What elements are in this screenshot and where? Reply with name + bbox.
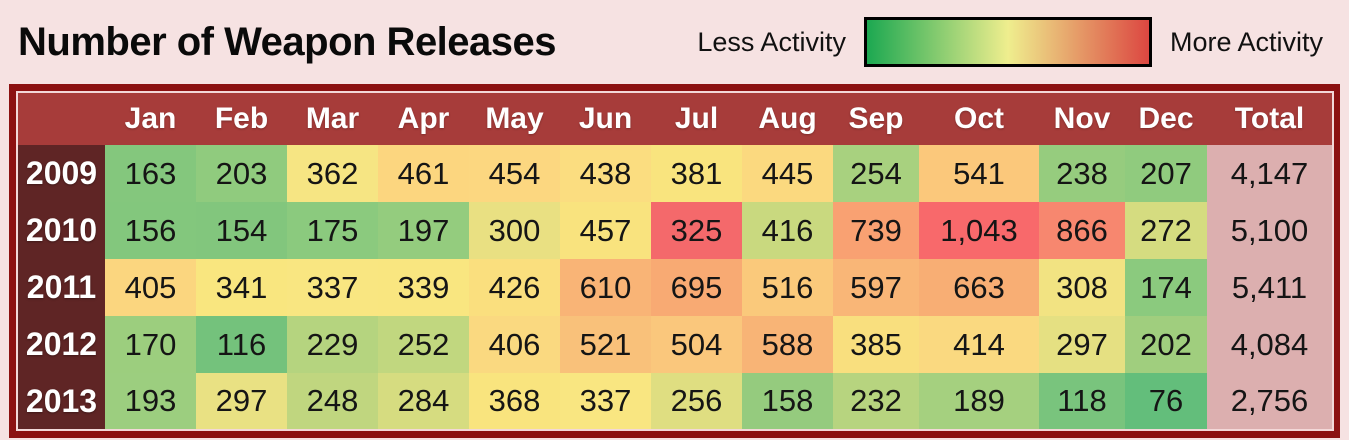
heatmap-cell-2010-jun: 457 — [560, 202, 651, 259]
column-header-oct: Oct — [919, 92, 1039, 145]
heatmap-cell-2013-feb: 297 — [196, 373, 287, 430]
heatmap-cell-2009-mar: 362 — [287, 145, 378, 202]
heatmap-cell-2010-oct: 1,043 — [919, 202, 1039, 259]
column-header-nov: Nov — [1039, 92, 1125, 145]
column-header-mar: Mar — [287, 92, 378, 145]
heatmap-cell-2012-oct: 414 — [919, 316, 1039, 373]
heatmap-row-2013: 2013 193 297 248 284 368 337 256 158 232 189 118 76 2… — [17, 373, 1333, 430]
heatmap-cell-2012-feb: 116 — [196, 316, 287, 373]
heatmap-cell-2011-jun: 610 — [560, 259, 651, 316]
column-header-jul: Jul — [651, 92, 742, 145]
heatmap-cell-2010-jan: 156 — [105, 202, 196, 259]
heatmap-cell-2011-sep: 597 — [833, 259, 919, 316]
heatmap-cell-2011-jul: 695 — [651, 259, 742, 316]
legend-less-label: Less Activity — [697, 26, 846, 57]
page-title: Number of Weapon Releases — [18, 19, 557, 64]
heatmap-cell-2009-sep: 254 — [833, 145, 919, 202]
heatmap-cell-2009-dec: 207 — [1125, 145, 1207, 202]
heatmap-cell-2013-may: 368 — [469, 373, 560, 430]
year-label-2010: 2010 — [17, 202, 105, 259]
heatmap-cell-2011-oct: 663 — [919, 259, 1039, 316]
heatmap-table-frame: Jan Feb Mar Apr May Jun Jul Aug Sep Oct Nov Dec Tota… — [9, 84, 1340, 438]
heatmap-cell-2011-feb: 341 — [196, 259, 287, 316]
heatmap-cell-2013-oct: 189 — [919, 373, 1039, 430]
header-bar: Number of Weapon Releases Less Activity … — [0, 0, 1349, 84]
corner-cell — [17, 92, 105, 145]
total-cell-2012: 4,084 — [1207, 316, 1333, 373]
heatmap-cell-2013-aug: 158 — [742, 373, 833, 430]
year-label-2011: 2011 — [17, 259, 105, 316]
heatmap-cell-2013-nov: 118 — [1039, 373, 1125, 430]
heatmap-header-row: Jan Feb Mar Apr May Jun Jul Aug Sep Oct Nov Dec Tota… — [17, 92, 1333, 145]
heatmap-cell-2009-apr: 461 — [378, 145, 469, 202]
heatmap-cell-2010-apr: 197 — [378, 202, 469, 259]
heatmap-cell-2009-oct: 541 — [919, 145, 1039, 202]
column-header-may: May — [469, 92, 560, 145]
heatmap-cell-2012-apr: 252 — [378, 316, 469, 373]
heatmap-cell-2009-nov: 238 — [1039, 145, 1125, 202]
heatmap-cell-2010-mar: 175 — [287, 202, 378, 259]
heatmap-cell-2010-may: 300 — [469, 202, 560, 259]
heatmap-row-2010: 2010 156 154 175 197 300 457 325 416 739 1,043 866 2… — [17, 202, 1333, 259]
column-header-aug: Aug — [742, 92, 833, 145]
heatmap-cell-2009-aug: 445 — [742, 145, 833, 202]
activity-legend: Less Activity More Activity — [697, 17, 1323, 67]
heatmap-cell-2012-mar: 229 — [287, 316, 378, 373]
heatmap-cell-2011-dec: 174 — [1125, 259, 1207, 316]
heatmap-cell-2010-aug: 416 — [742, 202, 833, 259]
heatmap-cell-2011-may: 426 — [469, 259, 560, 316]
legend-more-label: More Activity — [1169, 26, 1323, 57]
year-label-2013: 2013 — [17, 373, 105, 430]
column-header-apr: Apr — [378, 92, 469, 145]
heatmap-cell-2010-jul: 325 — [651, 202, 742, 259]
heatmap-cell-2013-jun: 337 — [560, 373, 651, 430]
year-label-2012: 2012 — [17, 316, 105, 373]
column-header-dec: Dec — [1125, 92, 1207, 145]
column-header-sep: Sep — [833, 92, 919, 145]
total-cell-2009: 4,147 — [1207, 145, 1333, 202]
heatmap-cell-2010-nov: 866 — [1039, 202, 1125, 259]
heatmap-cell-2011-apr: 339 — [378, 259, 469, 316]
heatmap-table: Jan Feb Mar Apr May Jun Jul Aug Sep Oct Nov Dec Tota… — [16, 91, 1334, 431]
heatmap-cell-2010-feb: 154 — [196, 202, 287, 259]
heatmap-cell-2012-jul: 504 — [651, 316, 742, 373]
heatmap-cell-2009-jan: 163 — [105, 145, 196, 202]
column-header-jan: Jan — [105, 92, 196, 145]
heatmap-cell-2011-jan: 405 — [105, 259, 196, 316]
heatmap-cell-2012-dec: 202 — [1125, 316, 1207, 373]
total-cell-2011: 5,411 — [1207, 259, 1333, 316]
heatmap-cell-2012-aug: 588 — [742, 316, 833, 373]
heatmap-row-2011: 2011 405 341 337 339 426 610 695 516 597 663 308 174… — [17, 259, 1333, 316]
column-header-jun: Jun — [560, 92, 651, 145]
heatmap-cell-2010-dec: 272 — [1125, 202, 1207, 259]
heatmap-cell-2013-jan: 193 — [105, 373, 196, 430]
heatmap-cell-2011-nov: 308 — [1039, 259, 1125, 316]
heatmap-cell-2013-sep: 232 — [833, 373, 919, 430]
heatmap-cell-2012-jun: 521 — [560, 316, 651, 373]
heatmap-cell-2012-jan: 170 — [105, 316, 196, 373]
heatmap-row-2012: 2012 170 116 229 252 406 521 504 588 385 414 297 202… — [17, 316, 1333, 373]
legend-gradient-bar — [863, 17, 1152, 67]
column-header-total: Total — [1207, 92, 1333, 145]
year-label-2009: 2009 — [17, 145, 105, 202]
heatmap-cell-2009-jun: 438 — [560, 145, 651, 202]
heatmap-cell-2011-aug: 516 — [742, 259, 833, 316]
heatmap-cell-2012-sep: 385 — [833, 316, 919, 373]
column-header-feb: Feb — [196, 92, 287, 145]
heatmap-cell-2013-dec: 76 — [1125, 373, 1207, 430]
heatmap-row-2009: 2009 163 203 362 461 454 438 381 445 254 541 238 207… — [17, 145, 1333, 202]
heatmap-cell-2009-feb: 203 — [196, 145, 287, 202]
heatmap-cell-2012-nov: 297 — [1039, 316, 1125, 373]
heatmap-cell-2013-mar: 248 — [287, 373, 378, 430]
heatmap-cell-2010-sep: 739 — [833, 202, 919, 259]
heatmap-cell-2011-mar: 337 — [287, 259, 378, 316]
heatmap-cell-2009-jul: 381 — [651, 145, 742, 202]
heatmap-cell-2013-jul: 256 — [651, 373, 742, 430]
total-cell-2010: 5,100 — [1207, 202, 1333, 259]
total-cell-2013: 2,756 — [1207, 373, 1333, 430]
heatmap-cell-2009-may: 454 — [469, 145, 560, 202]
heatmap-cell-2013-apr: 284 — [378, 373, 469, 430]
heatmap-cell-2012-may: 406 — [469, 316, 560, 373]
